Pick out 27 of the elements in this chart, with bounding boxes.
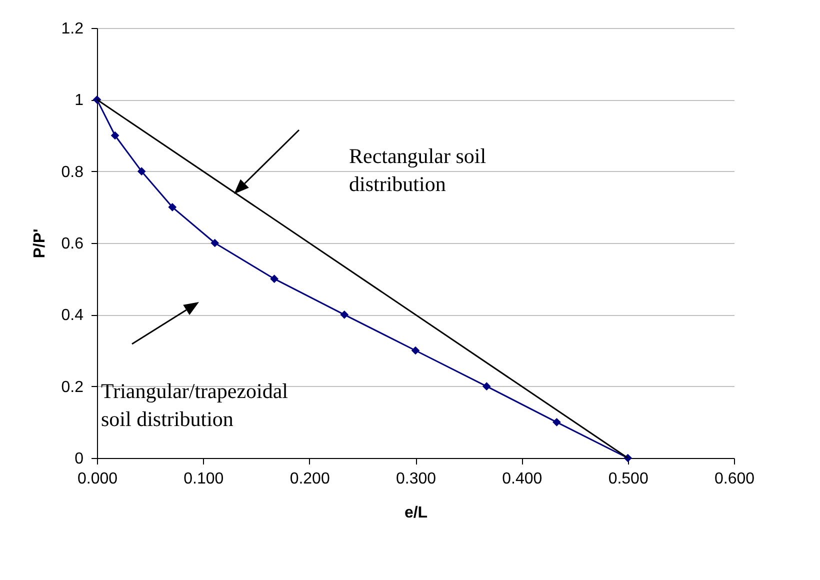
point [552,418,561,426]
y-tick-label: 0.8 [61,164,84,181]
point [411,346,420,355]
point [210,238,220,248]
x-tick-label: 0.100 [184,470,224,488]
x-tick-label: 0.400 [502,470,542,488]
x-tick-label: 0.300 [396,470,436,488]
annotation: Triangular/trapezoidal soil distribution [101,379,288,431]
point [340,310,349,319]
y-tick-label: 0.4 [61,307,84,324]
y-tick-label: 0 [74,450,84,468]
x-tick-label: 0.200 [290,470,330,488]
point [110,131,120,140]
x-tick-label: 0.600 [714,470,755,488]
point [482,382,491,391]
point [137,167,146,176]
y-tick-label: 0.6 [61,236,84,252]
y-tick-label: 1 [74,92,84,110]
point [270,274,278,284]
x-tick-label: 0.000 [77,470,118,488]
annotation: Rectangular soil distribution [349,144,486,196]
y-tick-label: 1.2 [61,20,84,38]
point [168,202,177,212]
y-axis-title: P/P' [31,228,48,258]
x-tick-label: 0.500 [608,470,648,488]
y-tick-label: 0.2 [61,378,84,396]
x-axis-title: e/L [404,504,428,522]
